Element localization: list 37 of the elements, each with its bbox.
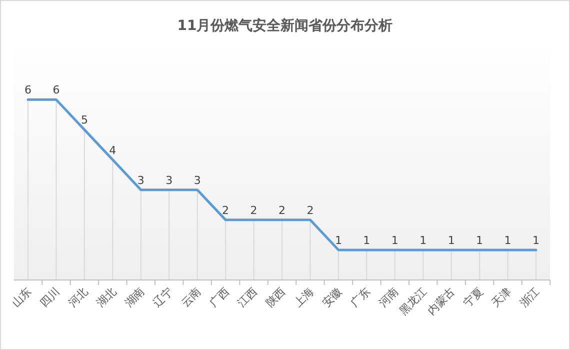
x-tick-label: 宁夏 (460, 284, 486, 310)
x-tick-label: 陕西 (263, 284, 288, 310)
data-label: 2 (278, 204, 286, 217)
x-tick-label: 安徽 (320, 284, 345, 310)
x-tick-label: 河北 (66, 284, 91, 310)
data-label: 3 (194, 174, 201, 187)
x-tick-label: 上海 (292, 284, 316, 310)
x-tick-label: 浙江 (517, 284, 542, 310)
data-label: 1 (420, 234, 427, 247)
x-tick-label: 内蒙古 (424, 284, 458, 318)
x-tick-label: 辽宁 (150, 284, 176, 310)
data-label: 3 (137, 174, 144, 187)
x-tick-label: 四川 (38, 284, 62, 310)
data-label: 1 (363, 234, 370, 247)
data-label: 1 (476, 234, 484, 247)
x-tick-label: 湖南 (122, 284, 148, 310)
x-tick-label: 江西 (235, 284, 260, 310)
x-tick-label: 山东 (9, 284, 34, 310)
data-label: 3 (166, 174, 173, 187)
x-tick-label: 云南 (178, 284, 204, 310)
data-label: 1 (532, 234, 540, 247)
data-label: 4 (109, 144, 116, 157)
x-tick-label: 广西 (206, 284, 232, 310)
x-tick-label: 湖北 (94, 284, 119, 310)
data-label: 1 (391, 234, 398, 247)
data-label: 1 (448, 234, 455, 247)
data-label: 2 (306, 204, 314, 217)
data-label: 6 (52, 84, 60, 97)
x-tick-label: 天津 (489, 284, 514, 310)
data-label: 2 (222, 204, 230, 217)
data-label: 5 (80, 114, 88, 127)
data-label: 1 (334, 234, 342, 247)
x-tick-label: 广东 (348, 284, 373, 310)
data-label: 6 (24, 84, 32, 97)
data-label: 1 (504, 234, 512, 247)
data-label: 2 (250, 204, 258, 217)
chart-title: 11月份燃气安全新闻省份分布分析 (177, 17, 393, 34)
